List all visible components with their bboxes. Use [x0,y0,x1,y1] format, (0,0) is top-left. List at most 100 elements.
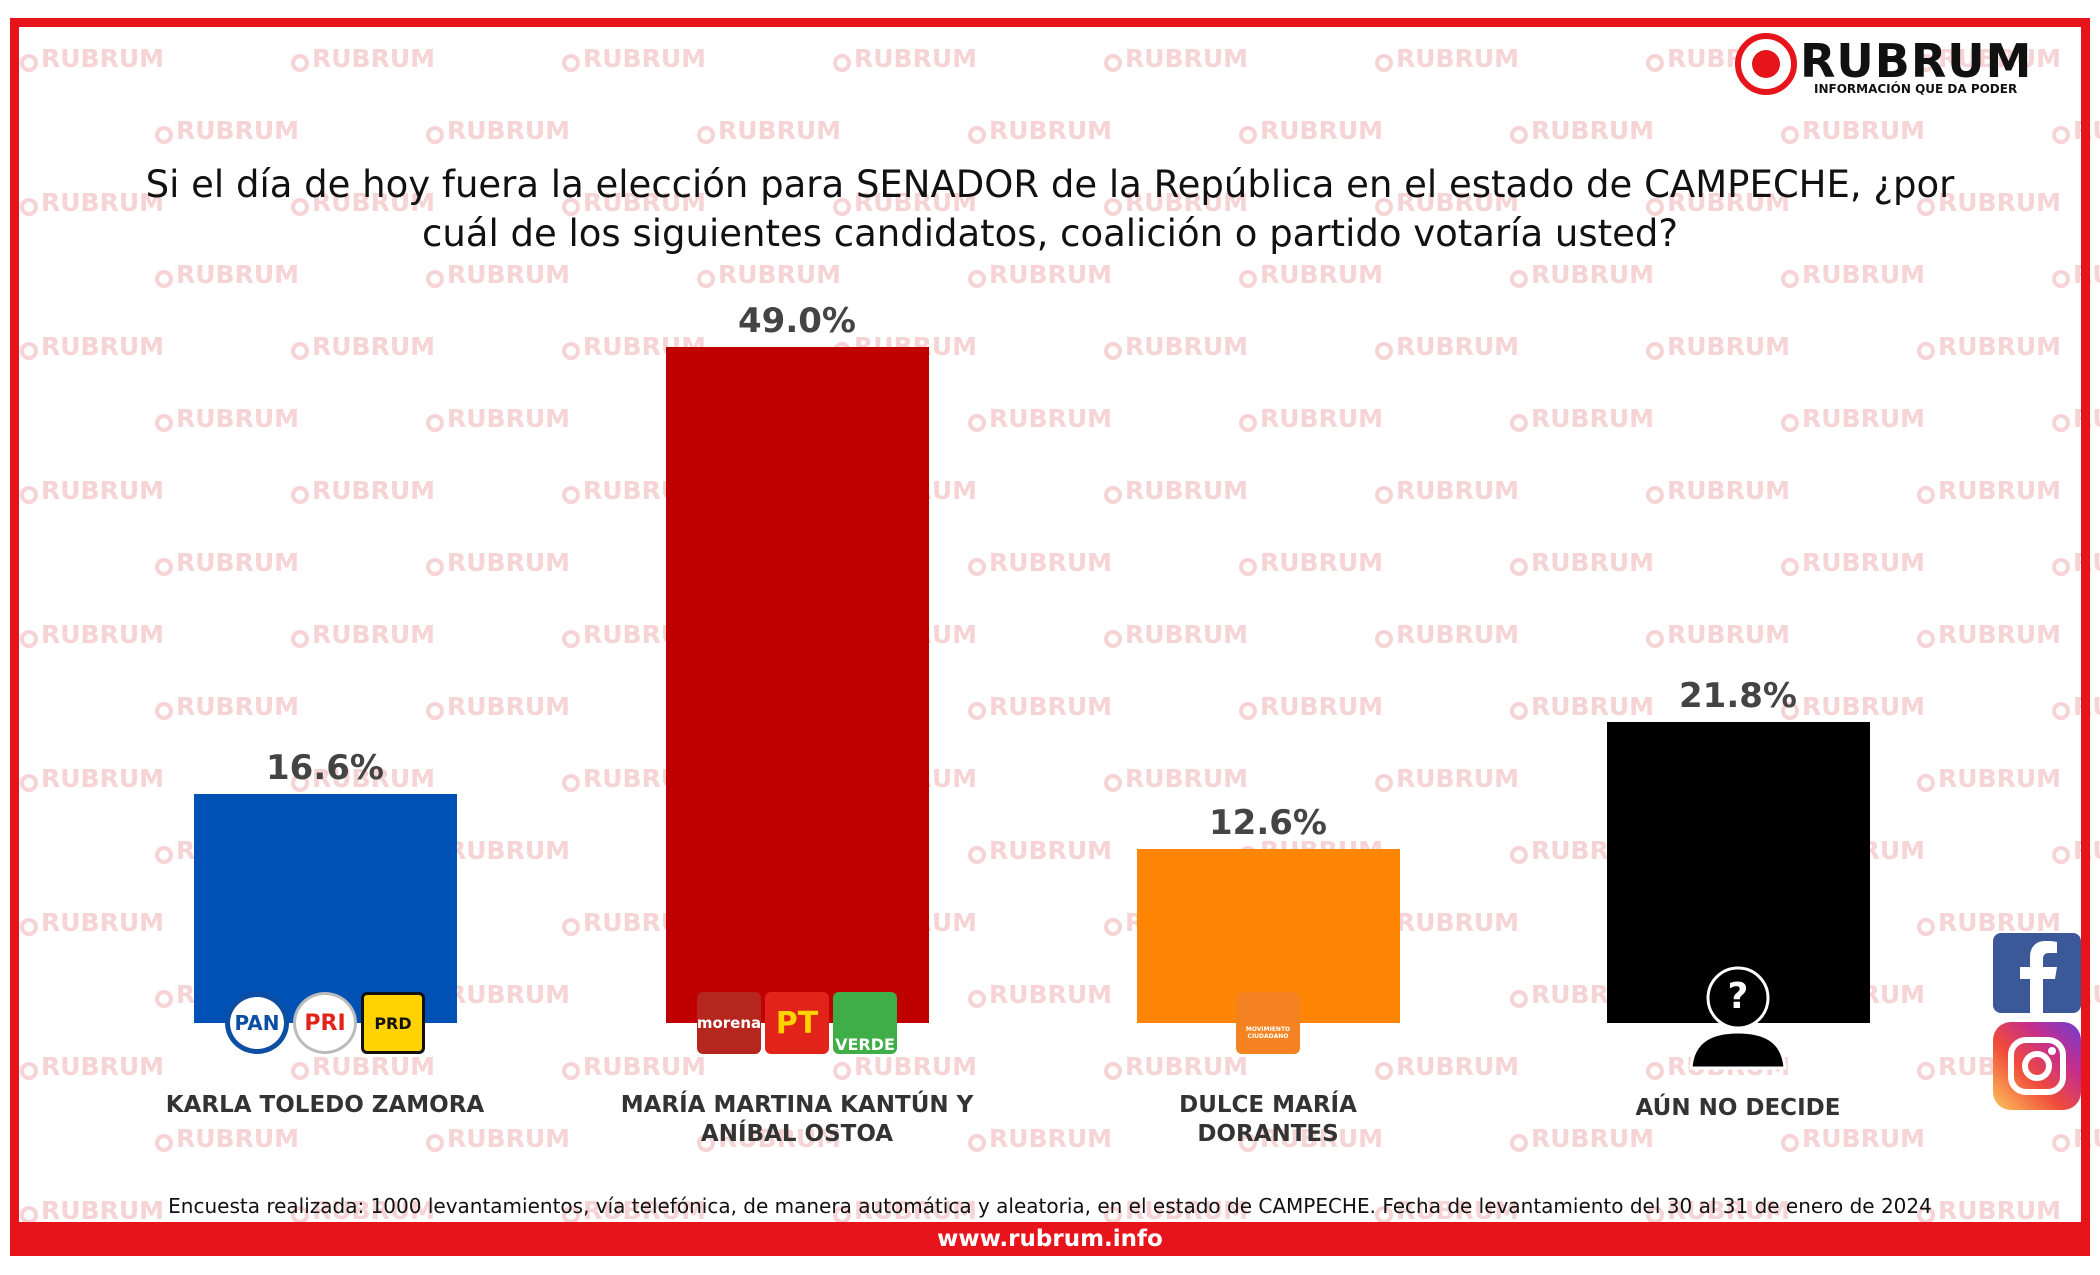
category-label: MARÍA MARTINA KANTÚN Y ANÍBAL OSTOA [620,1092,974,1147]
watermark: RUBRUM [1104,764,1248,793]
category-label: DULCE MARÍA DORANTES [1179,1092,1357,1147]
watermark-dot [1917,630,1935,648]
url: www.rubrum.info [937,1226,1163,1252]
watermark: RUBRUM [1375,44,1519,73]
watermark: RUBRUM [1781,260,1925,289]
watermark-dot [1239,702,1257,720]
watermark-dot [1781,1134,1799,1152]
watermark-text: RUBRUM [447,404,571,433]
watermark-dot [291,774,309,792]
watermark: RUBRUM [833,44,977,73]
watermark-dot [20,774,38,792]
watermark: RUBRUM [1510,692,1654,721]
watermark-text: RUBRUM [1802,260,1926,289]
watermark-text: RUBRUM [1667,332,1791,361]
watermark-text: RUBRUM [447,980,571,1009]
watermark-text: RUBRUM [312,476,436,505]
watermark-text: RUBRUM [1260,548,1384,577]
watermark-dot [1510,1134,1528,1152]
watermark: RUBRUM [155,404,299,433]
watermark-dot [1646,198,1664,216]
watermark-dot [291,342,309,360]
watermark: RUBRUM [1104,332,1248,361]
watermark-dot [1917,342,1935,360]
watermark: RUBRUM [291,44,435,73]
watermark-dot [155,126,173,144]
logo-ring [1735,33,1797,95]
watermark-text: RUBRUM [1802,1124,1926,1153]
watermark-text: RUBRUM [176,548,300,577]
watermark-text: RUBRUM [1125,476,1249,505]
watermark-dot [2052,846,2070,864]
watermark-dot [1104,54,1122,72]
watermark-text: RUBRUM [447,548,571,577]
facebook-glyph [2020,941,2057,1013]
watermark: RUBRUM [968,1124,1112,1153]
watermark-text: RUBRUM [989,404,1113,433]
watermark: RUBRUM [291,764,435,793]
watermark-text: RUBRUM [1531,404,1655,433]
watermark-dot [426,1134,444,1152]
watermark-dot [1646,630,1664,648]
value-label: 16.6% [266,747,384,788]
watermark-text: RUBRUM [1125,332,1249,361]
watermark: RUBRUM [1104,1196,1248,1225]
watermark-dot [833,54,851,72]
unknown-person: ? [1683,962,1793,1070]
watermark-dot [1646,1062,1664,1080]
watermark-dot [1239,414,1257,432]
watermark: RUBRUM [426,404,570,433]
facebook-icon[interactable] [1993,933,2081,1013]
watermark-text: RUBRUM [989,116,1113,145]
watermark-text: RUBRUM [1260,260,1384,289]
watermark: RUBRUM [1239,116,1383,145]
watermark-dot [155,414,173,432]
watermark: RUBRUM [1239,692,1383,721]
watermark: RUBRUM [1781,404,1925,433]
watermark-text: RUBRUM [1260,692,1384,721]
watermark: RUBRUM [1375,764,1519,793]
watermark-text: RUBRUM [41,764,165,793]
watermark-text: RUBRUM [447,692,571,721]
watermark-dot [1375,774,1393,792]
watermark: RUBRUM [1781,116,1925,145]
watermark-text: RUBRUM [854,44,978,73]
watermark: RUBRUM [291,1052,435,1081]
watermark-dot [1239,558,1257,576]
watermark-dot [1510,414,1528,432]
watermark-dot [2052,414,2070,432]
watermark-text: RUBRUM [1531,116,1655,145]
watermark-dot [2052,702,2070,720]
watermark-dot [1239,1134,1257,1152]
watermark: RUBRUM [968,116,1112,145]
watermark: RUBRUM [968,548,1112,577]
watermark: RUBRUM [697,116,841,145]
watermark-dot [2052,270,2070,288]
watermark: RUBRUM [1646,188,1790,217]
watermark-dot [1510,126,1528,144]
watermark: RUBRUM [1510,260,1654,289]
watermark-dot [1781,126,1799,144]
watermark-text: RUBRUM [1938,620,2062,649]
watermark-dot [1781,702,1799,720]
watermark-dot [1510,558,1528,576]
watermark: RUBRUM [155,1124,299,1153]
instagram-icon[interactable] [1993,1022,2081,1110]
watermark-text: RUBRUM [718,260,842,289]
watermark-dot [968,846,986,864]
category-label: AÚN NO DECIDE [1635,1095,1841,1121]
watermark-dot [426,126,444,144]
watermark-text: RUBRUM [1938,764,2062,793]
watermark-dot [155,846,173,864]
watermark-text: RUBRUM [718,116,842,145]
watermark-dot [291,630,309,648]
watermark: RUBRUM [291,476,435,505]
watermark: RUBRUM [1917,332,2061,361]
watermark-text: RUBRUM [1531,260,1655,289]
watermark: RUBRUM [1375,1196,1519,1225]
watermark-dot [1917,1062,1935,1080]
watermark: RUBRUM [20,44,164,73]
watermark-dot [1781,558,1799,576]
watermark-dot [155,270,173,288]
watermark-dot [20,918,38,936]
